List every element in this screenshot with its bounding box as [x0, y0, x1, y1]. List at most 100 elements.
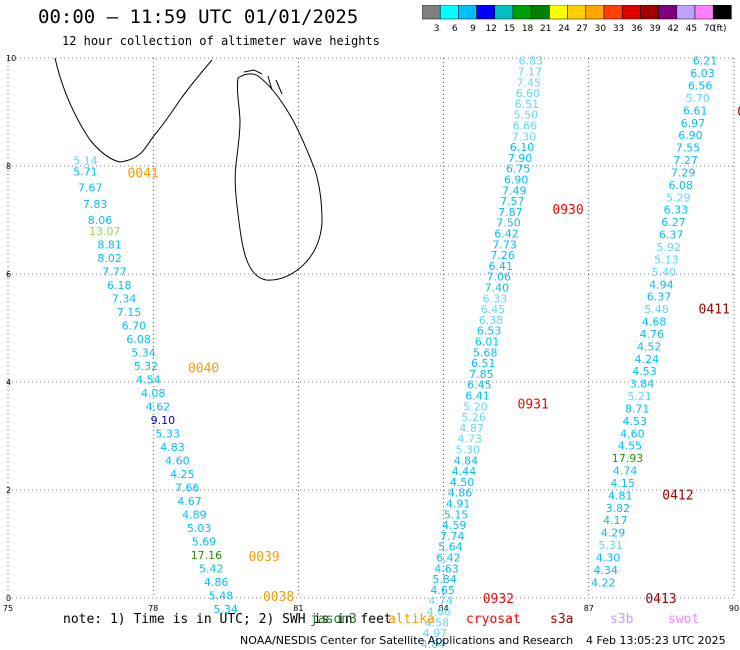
- y-tick-label: 2: [6, 486, 11, 495]
- wave-height-value: 7.49: [502, 184, 527, 197]
- wave-height-value: 6.75: [506, 163, 531, 176]
- wave-height-value: 7.34: [112, 292, 137, 305]
- wave-height-value: 7.45: [517, 76, 542, 89]
- wave-height-value: 8.71: [625, 402, 650, 415]
- wave-height-value: 5.48: [644, 303, 669, 316]
- wave-height-value: 4.73: [457, 433, 482, 446]
- s3a-track-1: 6.216.036.565.706.616.976.907.557.277.29…: [591, 55, 740, 607]
- wave-height-value: 4.86: [204, 576, 229, 589]
- wave-height-value: 5.30: [456, 444, 481, 457]
- wave-height-value: 6.51: [515, 98, 540, 111]
- cryosat-track-1: 6.837.177.456.606.515.506.667.306.107.90…: [419, 55, 584, 650]
- wave-height-value: 7.90: [508, 152, 533, 165]
- pass-time-label: 0040: [188, 361, 219, 376]
- wave-height-value: 7.85: [469, 368, 494, 381]
- wave-height-value: 6.38: [479, 314, 504, 327]
- wave-height-value: 4.58: [425, 616, 450, 629]
- wave-height-value: 4.87: [459, 422, 484, 435]
- wave-height-value: 7.40: [485, 282, 510, 295]
- wave-height-color-scale: 3 6 9 12 15 18 21 24 27 30 33 36 39 42 45 70(ft): [422, 5, 732, 34]
- wave-height-value: 4.76: [639, 328, 664, 341]
- wave-height-value: 7.27: [673, 154, 698, 167]
- pass-time-label: 0930: [552, 203, 583, 218]
- wave-height-value: 4.59: [442, 519, 467, 532]
- wave-height-value: 6.27: [661, 216, 686, 229]
- wave-height-value: 5.20: [463, 400, 488, 413]
- wave-height-value: 5.03: [187, 522, 212, 535]
- map-title: 00:00 – 11:59 UTC 01/01/2025: [38, 6, 359, 28]
- axis-labels: 75 78 81 84 87 90 0 2 4 6 8 10: [3, 54, 739, 613]
- wave-height-value: 3.84: [630, 378, 655, 391]
- wave-height-value: 5.32: [134, 360, 159, 373]
- wave-height-value: 4.89: [182, 508, 207, 521]
- x-tick-label: 87: [584, 604, 594, 613]
- wave-height-value: 7.06: [487, 271, 512, 284]
- scale-label: 45: [686, 24, 697, 34]
- wave-height-value: 4.83: [160, 441, 185, 454]
- scale-label: 3: [434, 24, 440, 34]
- y-tick-label: 0: [6, 594, 11, 603]
- wave-height-value: 5.31: [598, 539, 623, 552]
- wave-height-value: 6.37: [647, 291, 672, 304]
- wave-height-value: 4.08: [141, 387, 166, 400]
- wave-height-value: 9.10: [151, 414, 176, 427]
- wave-height-value: 6.60: [516, 87, 541, 100]
- wave-height-value: 4.15: [610, 477, 635, 490]
- pass-time-label: 0038: [263, 590, 294, 605]
- wave-height-value: 4.65: [430, 584, 455, 597]
- wave-height-value: 7.74: [440, 530, 465, 543]
- pass-time-label: 0932: [483, 592, 514, 607]
- y-tick-label: 10: [6, 54, 16, 63]
- wave-height-value: 6.08: [126, 333, 151, 346]
- footer-note: note: 1) Time is in UTC; 2) SWH is in fe…: [63, 612, 392, 627]
- wave-height-value: 7.83: [83, 198, 108, 211]
- wave-height-value: 4.44: [452, 465, 477, 478]
- wave-height-value: 4.63: [434, 562, 459, 575]
- wave-height-value: 7.73: [492, 238, 517, 251]
- scale-label: 36: [631, 24, 643, 34]
- wave-height-value: 17.93: [612, 452, 644, 465]
- wave-height-value: 6.41: [488, 260, 513, 273]
- wave-height-value: 4.52: [637, 340, 662, 353]
- wave-height-value: 4.91: [446, 498, 471, 511]
- wave-height-value: 5.40: [652, 266, 677, 279]
- wave-height-value: 6.37: [659, 229, 684, 242]
- wave-height-value: 6.56: [688, 80, 713, 93]
- wave-height-value: 4.50: [450, 476, 475, 489]
- wave-height-value: 7.15: [117, 306, 142, 319]
- wave-tracks: 5.145.717.677.838.0613.078.818.027.776.1…: [73, 55, 740, 650]
- wave-height-value: 6.42: [494, 228, 519, 241]
- wave-height-value: 6.45: [467, 379, 492, 392]
- wave-height-value: 4.68: [642, 316, 667, 329]
- y-tick-label: 4: [6, 378, 11, 387]
- pass-time-label: 0413: [645, 592, 676, 607]
- altika-track-1: 5.145.71 7.67 7.83 8.0613.078.818.027.776.1…: [73, 155, 294, 616]
- wave-height-value: 4.60: [620, 427, 645, 440]
- wave-height-value: 4.54: [136, 373, 161, 386]
- wave-height-value: 4.84: [454, 454, 479, 467]
- scale-label: (ft): [713, 24, 727, 34]
- wave-height-value: 5.70: [685, 92, 710, 105]
- wave-height-value: 4.53: [623, 415, 648, 428]
- wave-height-value: 6.18: [107, 279, 132, 292]
- scale-label: 6: [452, 24, 458, 34]
- wave-height-value: 4.25: [170, 468, 195, 481]
- wave-height-value: 4.60: [165, 454, 190, 467]
- wave-height-value: 6.70: [122, 319, 147, 332]
- wave-height-value: 7.66: [175, 481, 200, 494]
- wave-height-value: 6.83: [518, 55, 543, 68]
- scale-label: 21: [540, 24, 551, 34]
- satellite-legend-item: altika: [388, 612, 435, 627]
- wave-height-value: 17.16: [191, 549, 223, 562]
- pass-time-label: 0412: [662, 488, 693, 503]
- wave-height-value: 5.71: [73, 165, 98, 178]
- footer-date: 4 Feb 13:05:23 UTC 2025: [586, 634, 726, 647]
- wave-height-value: 5.92: [656, 241, 681, 254]
- wave-height-value: 8.02: [97, 252, 122, 265]
- wave-height-value: 6.61: [683, 104, 708, 117]
- wave-height-value: 7.55: [676, 142, 701, 155]
- wave-height-value: 6.33: [483, 292, 508, 305]
- wave-height-value: 4.22: [591, 576, 616, 589]
- wave-height-value: 6.03: [690, 67, 715, 80]
